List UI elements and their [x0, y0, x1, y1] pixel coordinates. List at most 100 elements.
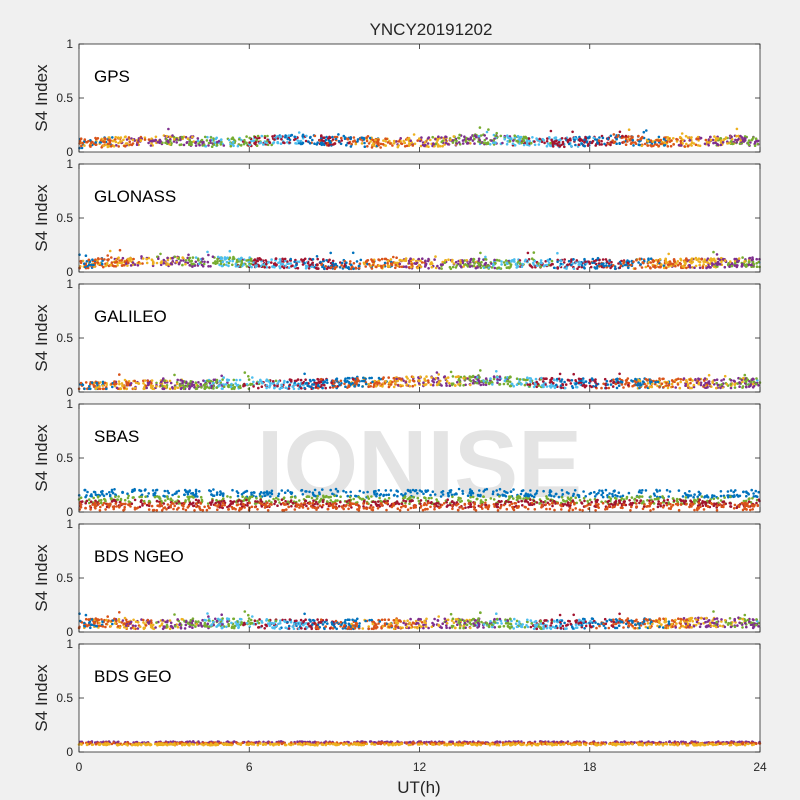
data-point [707, 373, 711, 377]
data-point [143, 136, 147, 139]
data-point [203, 387, 207, 391]
data-point [397, 502, 401, 506]
data-point [469, 136, 473, 139]
data-point [665, 384, 668, 387]
data-point [318, 499, 322, 503]
data-point [222, 263, 226, 266]
data-point [108, 141, 112, 145]
data-point [688, 263, 691, 267]
data-point [177, 495, 180, 499]
data-point [309, 257, 312, 261]
data-point [162, 262, 166, 265]
data-point [315, 267, 319, 270]
data-point [562, 261, 566, 264]
data-point [277, 492, 281, 496]
data-point [564, 383, 568, 386]
data-point [163, 379, 167, 382]
data-point [199, 382, 202, 386]
data-point [552, 495, 556, 498]
data-point [644, 265, 648, 269]
data-point [725, 383, 729, 386]
data-point [483, 488, 487, 492]
data-point [744, 380, 748, 384]
data-point [696, 135, 700, 139]
data-point [364, 382, 368, 386]
data-point [555, 492, 558, 496]
data-point [207, 253, 210, 257]
data-point [618, 377, 621, 381]
data-point [201, 257, 204, 261]
data-point [248, 496, 252, 500]
data-point [692, 383, 696, 387]
data-point [722, 138, 725, 142]
data-point [492, 264, 495, 267]
data-point [646, 264, 650, 268]
data-point [591, 257, 595, 261]
data-point [668, 490, 672, 493]
data-point [537, 262, 540, 265]
data-point [184, 490, 188, 493]
data-point [571, 494, 575, 498]
data-point [405, 144, 409, 148]
data-point [155, 381, 158, 385]
data-point [561, 493, 565, 496]
data-point [447, 494, 450, 498]
data-point [206, 135, 209, 139]
data-point [282, 266, 286, 270]
data-point [498, 259, 501, 262]
data-point [420, 490, 424, 493]
data-point [313, 142, 316, 145]
data-point [645, 384, 648, 388]
data-point [593, 490, 596, 494]
data-point [416, 139, 420, 142]
data-point [212, 261, 215, 265]
data-point [735, 134, 738, 138]
data-point [525, 136, 528, 140]
data-point [719, 263, 722, 266]
data-point [83, 262, 86, 266]
data-point [392, 494, 396, 497]
data-point [545, 377, 548, 381]
data-point [167, 141, 170, 144]
data-point [485, 137, 488, 140]
data-point [607, 262, 611, 265]
data-point [457, 383, 460, 386]
data-point [389, 258, 393, 261]
data-point [702, 384, 706, 387]
data-point [307, 495, 311, 499]
data-point [378, 382, 381, 385]
data-point [452, 135, 456, 138]
data-point [196, 264, 200, 267]
data-point [361, 385, 364, 388]
data-point [712, 257, 716, 261]
data-point [350, 142, 353, 146]
data-point [206, 379, 209, 383]
data-point [272, 497, 275, 501]
data-point [282, 496, 286, 500]
data-point [115, 144, 118, 147]
data-point [700, 257, 703, 261]
data-point [506, 382, 510, 386]
data-point [755, 495, 759, 499]
data-point [479, 369, 482, 372]
data-point [421, 143, 425, 147]
data-point [749, 384, 752, 388]
data-point [671, 497, 675, 500]
data-point [523, 494, 526, 498]
data-point [94, 493, 98, 497]
data-point [527, 495, 531, 498]
data-point [304, 378, 307, 382]
data-point [723, 259, 727, 262]
data-point [541, 380, 545, 383]
data-point [508, 380, 512, 384]
data-point [209, 265, 212, 268]
data-point [279, 142, 283, 145]
data-point [123, 144, 126, 148]
data-point [322, 380, 326, 384]
data-point [702, 263, 705, 266]
data-point [675, 137, 678, 141]
data-point [389, 142, 392, 145]
data-point [431, 135, 435, 139]
data-point [284, 264, 288, 268]
data-point [671, 380, 675, 383]
